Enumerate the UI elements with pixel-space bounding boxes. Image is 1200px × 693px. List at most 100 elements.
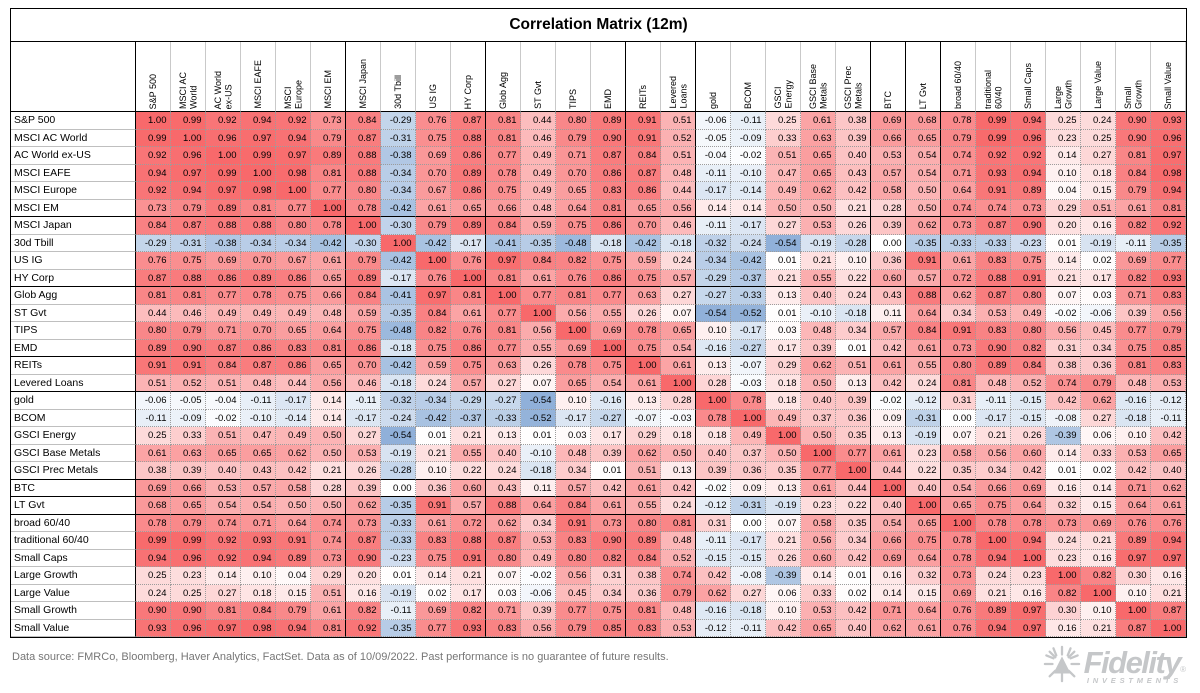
col-header: Small Growth: [1116, 42, 1151, 112]
matrix-cell: 0.98: [276, 164, 311, 182]
matrix-cell: 0.53: [521, 532, 556, 550]
matrix-cell: 0.15: [1081, 182, 1116, 200]
matrix-cell: 0.42: [1151, 427, 1186, 445]
row-label: Large Value: [11, 584, 136, 602]
matrix-cell: 0.77: [486, 147, 521, 165]
matrix-cell: -0.19: [801, 234, 836, 252]
matrix-cell: 0.94: [171, 182, 206, 200]
matrix-cell: 0.62: [486, 514, 521, 532]
matrix-cell: 0.87: [451, 112, 486, 130]
matrix-cell: -0.07: [626, 409, 661, 427]
matrix-cell: 0.56: [1151, 304, 1186, 322]
matrix-cell: 0.35: [941, 462, 976, 480]
matrix-cell: -0.08: [731, 567, 766, 585]
matrix-cell: 0.75: [906, 532, 941, 550]
matrix-cell: 0.94: [276, 129, 311, 147]
matrix-cell: -0.33: [381, 532, 416, 550]
matrix-cell: 0.89: [626, 532, 661, 550]
matrix-cell: 0.48: [1116, 374, 1151, 392]
matrix-cell: 0.49: [1011, 304, 1046, 322]
matrix-cell: 0.10: [1116, 427, 1151, 445]
matrix-cell: -0.06: [1081, 304, 1116, 322]
matrix-cell: 0.24: [976, 567, 1011, 585]
matrix-cell: 0.14: [311, 409, 346, 427]
matrix-cell: 0.65: [311, 269, 346, 287]
matrix-cell: 0.76: [416, 112, 451, 130]
matrix-cell: 0.01: [766, 252, 801, 270]
matrix-cell: -0.34: [241, 234, 276, 252]
matrix-cell: -0.54: [766, 234, 801, 252]
matrix-cell: 0.75: [591, 252, 626, 270]
matrix-cell: 0.52: [661, 549, 696, 567]
matrix-cell: 0.64: [1011, 497, 1046, 515]
matrix-cell: 0.18: [766, 374, 801, 392]
matrix-cell: 0.18: [241, 584, 276, 602]
col-header: Glob Agg: [486, 42, 521, 112]
matrix-cell: 0.62: [1151, 479, 1186, 497]
matrix-cell: 0.90: [976, 339, 1011, 357]
matrix-cell: 0.81: [941, 374, 976, 392]
matrix-cell: 0.25: [171, 584, 206, 602]
col-header: 30d Tbill: [381, 42, 416, 112]
matrix-cell: 0.85: [591, 619, 626, 637]
matrix-cell: -0.27: [731, 339, 766, 357]
matrix-cell: 0.75: [626, 339, 661, 357]
matrix-cell: 0.40: [1151, 462, 1186, 480]
matrix-cell: -0.17: [451, 234, 486, 252]
matrix-cell: 0.73: [1046, 514, 1081, 532]
row-label: LT Gvt: [11, 497, 136, 515]
matrix-cell: -0.03: [731, 374, 766, 392]
matrix-cell: 0.13: [871, 427, 906, 445]
matrix-cell: 1.00: [871, 479, 906, 497]
matrix-cell: -0.35: [381, 619, 416, 637]
matrix-cell: 0.72: [451, 514, 486, 532]
matrix-cell: 0.00: [381, 479, 416, 497]
matrix-cell: 0.78: [941, 532, 976, 550]
matrix-cell: -0.48: [556, 234, 591, 252]
matrix-cell: 0.82: [1011, 339, 1046, 357]
matrix-cell: 0.70: [626, 217, 661, 235]
matrix-cell: -0.33: [941, 234, 976, 252]
matrix-cell: 0.50: [801, 427, 836, 445]
matrix-cell: -0.38: [206, 234, 241, 252]
matrix-cell: 0.28: [871, 199, 906, 217]
matrix-cell: 0.43: [836, 164, 871, 182]
matrix-cell: -0.10: [521, 444, 556, 462]
matrix-cell: 0.10: [1081, 602, 1116, 620]
matrix-cell: 0.92: [1151, 217, 1186, 235]
matrix-cell: 0.67: [276, 252, 311, 270]
matrix-cell: 0.40: [906, 479, 941, 497]
matrix-cell: -0.41: [486, 234, 521, 252]
matrix-cell: 0.74: [661, 567, 696, 585]
matrix-cell: 0.50: [766, 199, 801, 217]
matrix-cell: 0.92: [276, 112, 311, 130]
matrix-cell: 0.73: [311, 112, 346, 130]
row-label: HY Corp: [11, 269, 136, 287]
matrix-cell: 0.77: [486, 304, 521, 322]
matrix-cell: 0.57: [871, 164, 906, 182]
matrix-cell: 0.81: [1116, 147, 1151, 165]
matrix-cell: -0.09: [731, 129, 766, 147]
row-label: BTC: [11, 479, 136, 497]
matrix-cell: 0.63: [486, 357, 521, 375]
matrix-cell: 0.82: [591, 549, 626, 567]
matrix-cell: 0.57: [906, 269, 941, 287]
col-header: ST Gvt: [521, 42, 556, 112]
matrix-cell: 0.48: [976, 374, 1011, 392]
matrix-cell: 0.22: [836, 497, 871, 515]
matrix-cell: 0.62: [696, 584, 731, 602]
matrix-cell: 0.94: [976, 549, 1011, 567]
matrix-cell: 0.43: [486, 479, 521, 497]
footer-disclaimer: Data source: FMRCo, Bloomberg, Haver Ana…: [12, 651, 669, 663]
matrix-cell: 0.89: [206, 199, 241, 217]
matrix-cell: 0.86: [451, 182, 486, 200]
matrix-cell: 0.82: [416, 322, 451, 340]
matrix-cell: 0.78: [346, 199, 381, 217]
row-label: broad 60/40: [11, 514, 136, 532]
matrix-cell: 0.79: [171, 199, 206, 217]
matrix-cell: 0.23: [171, 567, 206, 585]
col-header: Small Caps: [1011, 42, 1046, 112]
matrix-cell: -0.12: [1151, 392, 1186, 410]
matrix-cell: 0.61: [311, 252, 346, 270]
matrix-cell: 0.33: [766, 129, 801, 147]
